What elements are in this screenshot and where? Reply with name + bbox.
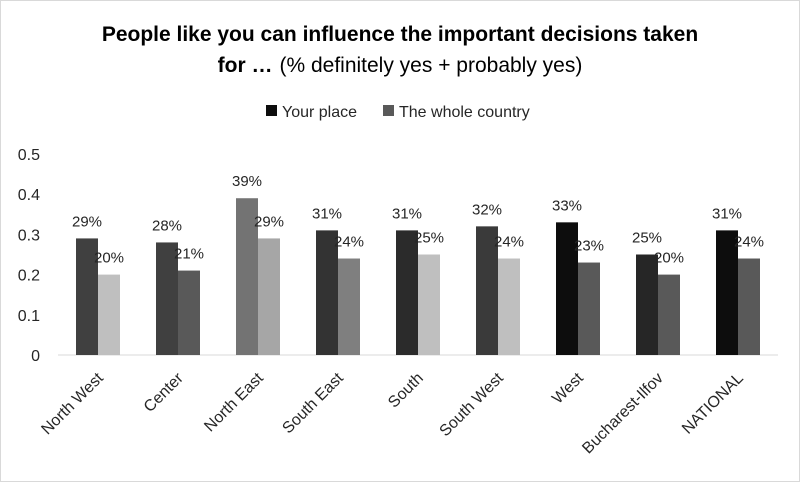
bar-your-place bbox=[156, 242, 178, 355]
x-category-label: Center bbox=[141, 369, 187, 415]
data-label-your-place: 31% bbox=[392, 205, 422, 222]
data-label-your-place: 33% bbox=[552, 197, 582, 214]
bar-your-place bbox=[396, 230, 418, 355]
bar-whole-country bbox=[338, 258, 360, 355]
data-label-whole-country: 23% bbox=[574, 238, 604, 255]
data-label-whole-country: 24% bbox=[494, 234, 524, 251]
y-tick-label: 0.5 bbox=[18, 147, 40, 164]
category-labels: North West Center North East South East Sout… bbox=[38, 369, 746, 457]
x-category-label: NATIONAL bbox=[679, 370, 747, 438]
bar-your-place bbox=[76, 238, 98, 355]
bar-whole-country bbox=[418, 254, 440, 355]
data-label-your-place: 29% bbox=[72, 213, 102, 230]
y-tick-label: 0.4 bbox=[18, 187, 40, 204]
x-category-label: South West bbox=[437, 369, 508, 440]
chart-title-line2-bold: for … bbox=[218, 54, 273, 77]
y-tick-label: 0.3 bbox=[18, 227, 40, 244]
x-category-label: North East bbox=[201, 369, 267, 435]
legend: Your place The whole country bbox=[266, 104, 530, 121]
bar-whole-country bbox=[498, 258, 520, 355]
data-label-whole-country: 24% bbox=[734, 234, 764, 251]
bar-whole-country bbox=[578, 262, 600, 355]
bar-your-place bbox=[316, 230, 338, 355]
bar-whole-country bbox=[738, 258, 760, 355]
data-label-your-place: 39% bbox=[232, 173, 262, 190]
legend-label-your-place: Your place bbox=[282, 104, 357, 121]
x-category-label: South East bbox=[279, 369, 347, 437]
x-category-label: North West bbox=[38, 369, 107, 438]
legend-label-whole-country: The whole country bbox=[399, 104, 530, 121]
y-tick-label: 0.2 bbox=[18, 268, 40, 285]
x-category-label: West bbox=[549, 369, 587, 407]
bar-whole-country bbox=[178, 270, 200, 355]
bar-your-place bbox=[716, 230, 738, 355]
bar-your-place bbox=[476, 226, 498, 355]
bar-your-place bbox=[236, 198, 258, 355]
data-label-whole-country: 21% bbox=[174, 246, 204, 263]
bar-whole-country bbox=[98, 274, 120, 355]
data-label-whole-country: 25% bbox=[414, 230, 444, 247]
y-tick-label: 0.1 bbox=[18, 308, 40, 325]
y-tick-label: 0 bbox=[31, 348, 40, 365]
y-axis: 0 0.1 0.2 0.3 0.4 0.5 bbox=[18, 147, 40, 365]
data-label-your-place: 31% bbox=[712, 205, 742, 222]
bar-your-place bbox=[636, 254, 658, 355]
data-label-whole-country: 24% bbox=[334, 234, 364, 251]
data-label-your-place: 31% bbox=[312, 205, 342, 222]
data-label-your-place: 25% bbox=[632, 230, 662, 247]
data-label-your-place: 28% bbox=[152, 217, 182, 234]
bars bbox=[76, 198, 760, 355]
legend-swatch-your-place bbox=[266, 105, 277, 116]
x-category-label: South bbox=[385, 370, 427, 412]
data-label-whole-country: 20% bbox=[94, 250, 124, 267]
data-label-your-place: 32% bbox=[472, 201, 502, 218]
data-label-whole-country: 20% bbox=[654, 250, 684, 267]
data-label-whole-country: 29% bbox=[254, 213, 284, 230]
bar-your-place bbox=[556, 222, 578, 355]
chart-title-line1: People like you can influence the import… bbox=[102, 23, 698, 46]
chart-title-line2-light: (% definitely yes + probably yes) bbox=[279, 54, 582, 77]
chart-title-line2: for … (% definitely yes + probably yes) bbox=[218, 54, 583, 77]
legend-swatch-whole-country bbox=[383, 105, 394, 116]
x-category-label: Bucharest-Ilfov bbox=[579, 370, 666, 457]
bar-whole-country bbox=[258, 238, 280, 355]
data-labels: 29% 20% 28% 21% 39% 29% 31% 24% 31% 25% 32% 24% 33% 2… bbox=[72, 173, 764, 266]
bar-whole-country bbox=[658, 274, 680, 355]
chart-title: People like you can influence the import… bbox=[102, 23, 698, 77]
